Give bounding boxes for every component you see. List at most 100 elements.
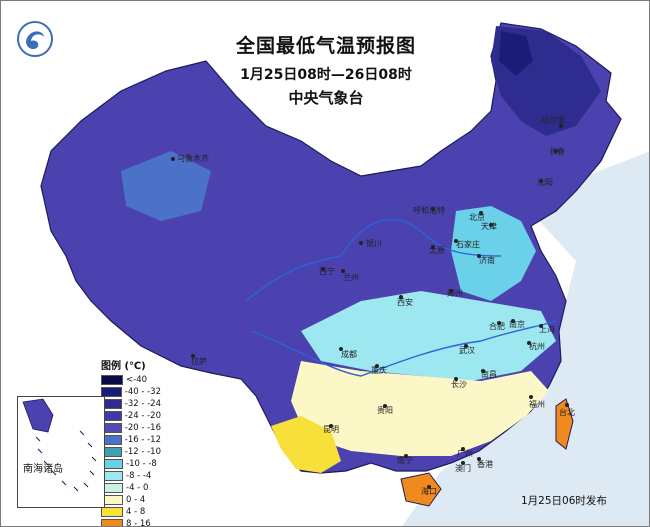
city-shanghai: 上海 (539, 324, 555, 334)
city-label: 南昌 (481, 369, 497, 379)
city-label: 重庆 (371, 365, 387, 375)
legend-label: -20 - -16 (124, 423, 161, 433)
city-label: 北京 (469, 212, 485, 222)
city-chongqing: 重庆 (371, 364, 387, 375)
cma-logo-icon (17, 21, 53, 57)
legend-label: -8 - -4 (126, 471, 152, 481)
legend-swatch (101, 507, 123, 517)
city-label: 哈尔滨 (541, 115, 565, 125)
city-tianjin: 天津 (481, 221, 497, 231)
south-china-sea-inset (17, 396, 105, 508)
inset-map (22, 398, 97, 492)
agency-name: 中央气象台 (288, 89, 364, 107)
legend-item: -32 - -24 (101, 398, 161, 410)
city-label: 南京 (509, 319, 525, 329)
legend-swatch (101, 387, 122, 397)
city-label: 台北 (559, 407, 575, 417)
legend-item: <-40 (101, 374, 161, 386)
forecast-period: 1月25日08时—26日08时 (240, 67, 412, 83)
city-zhengzhou: 郑州 (447, 288, 463, 298)
legend-swatch (101, 519, 123, 526)
yellow-river (245, 218, 502, 302)
zone-taiwan (555, 398, 574, 450)
city-label: 石家庄 (456, 239, 480, 249)
city-label: 银川 (366, 238, 382, 248)
city-chengdu: 成都 (339, 347, 357, 359)
city-macau: 澳门 (455, 461, 471, 473)
city-shijiazhuang: 石家庄 (454, 239, 480, 249)
city-label: 贵阳 (377, 405, 393, 415)
legend-item: -24 - -20 (101, 410, 161, 422)
legend-item: -8 - -4 (101, 470, 161, 482)
legend-item: -20 - -16 (101, 422, 161, 434)
city-label: 兰州 (343, 272, 359, 282)
city-nanning: 南宁 (397, 454, 413, 465)
city-label: 长沙 (451, 379, 467, 389)
city-label: 成都 (341, 349, 357, 359)
city-label: 沈阳 (537, 177, 553, 187)
city-label: 乌鲁木齐 (177, 153, 209, 163)
legend-item: -10 - -8 (101, 458, 161, 470)
legend-label: 8 - 16 (126, 519, 151, 527)
city-nanchang: 南昌 (481, 369, 497, 379)
city-label: 福州 (529, 400, 545, 409)
city-label: 昆明 (323, 425, 339, 434)
city-label: 天津 (481, 221, 497, 231)
legend-label: -16 - -12 (124, 435, 161, 445)
city-harbin: 哈尔滨 (541, 115, 565, 128)
city-label: 太原 (429, 245, 445, 255)
city-label: 西安 (397, 297, 413, 307)
yangtze-river (250, 320, 557, 377)
city-lanzhou: 兰州 (341, 269, 359, 282)
city-lhasa: 拉萨 (191, 354, 207, 366)
city-jinan: 济南 (477, 254, 495, 265)
city-label: 上海 (539, 324, 555, 334)
city-haikou: 海口 (421, 485, 437, 496)
city-changchun: 长春 (549, 146, 565, 156)
release-time: 1月25日06时发布 (521, 495, 607, 507)
legend-title: 图例 (℃) (101, 361, 146, 372)
city-label: 郑州 (447, 288, 463, 298)
city-guiyang: 贵阳 (377, 404, 393, 415)
inset-label: 南海诸岛 (23, 464, 63, 475)
city-hongkong: 香港 (477, 457, 493, 469)
city-hefei: 合肥 (489, 321, 505, 331)
legend-item: -16 - -12 (101, 434, 161, 446)
legend-label: -40 - -32 (124, 387, 161, 397)
legend-label: -32 - -24 (124, 399, 161, 409)
city-label: 呼和浩特 (413, 205, 445, 215)
city-label: 济南 (479, 255, 495, 265)
city-kunming: 昆明 (323, 424, 339, 434)
city-fuzhou: 福州 (529, 395, 545, 409)
legend-label: -4 - 0 (126, 483, 149, 493)
legend-label: 0 - 4 (126, 495, 146, 505)
city-shenyang: 沈阳 (537, 177, 553, 187)
legend-swatch (101, 375, 123, 385)
city-yinchuan: 银川 (359, 238, 382, 248)
city-label: 拉萨 (191, 356, 207, 366)
city-label: 西宁 (319, 266, 335, 276)
legend-label: -10 - -8 (126, 459, 157, 469)
legend-label: -12 - -10 (124, 447, 161, 457)
legend-label: 4 - 8 (126, 507, 146, 517)
zone-hainan (400, 472, 442, 507)
city-label: 南宁 (397, 455, 413, 465)
zone-central-cool (301, 291, 556, 381)
city-label: 香港 (477, 459, 493, 469)
zone-xinjiang-lighter (121, 151, 211, 221)
legend-label: -24 - -20 (124, 411, 161, 421)
sea (402, 151, 649, 526)
city-label: 武汉 (459, 345, 475, 355)
map-title: 全国最低气温预报图 (235, 35, 416, 57)
city-wuhan: 武汉 (459, 344, 475, 355)
city-nanjing: 南京 (509, 319, 525, 329)
city-hohhot: 呼和浩特 (413, 205, 445, 215)
city-beijing: 北京 (469, 211, 485, 222)
city-label: 长春 (549, 146, 565, 156)
city-label: 合肥 (489, 321, 505, 331)
city-taiyuan: 太原 (429, 245, 445, 255)
temperature-legend: 图例 (℃) <-40 -40 - -32 -32 - -24 -24 - -20 -2… (101, 357, 161, 527)
city-xian: 西安 (397, 295, 413, 307)
